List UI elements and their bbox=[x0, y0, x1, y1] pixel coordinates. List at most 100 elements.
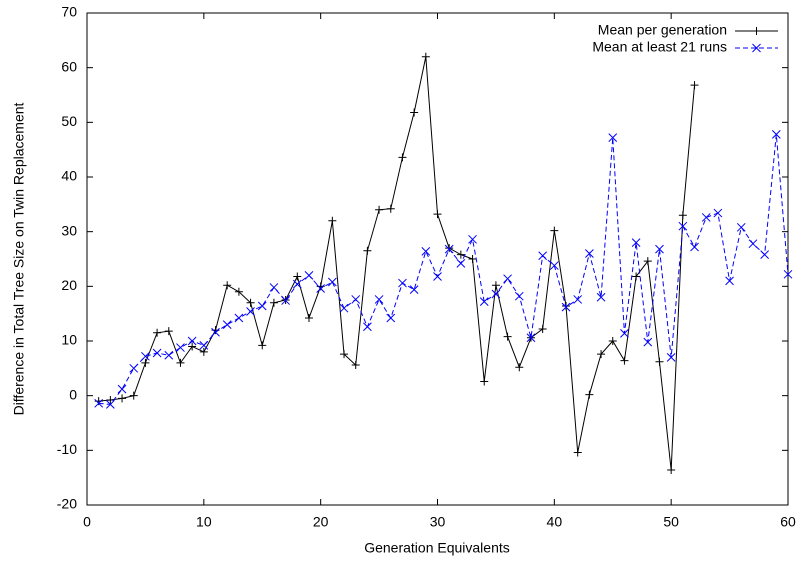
x-tick-label: 0 bbox=[83, 514, 91, 530]
data-point bbox=[433, 272, 442, 281]
data-point bbox=[316, 284, 326, 293]
data-point bbox=[351, 361, 360, 370]
y-tick-label: -10 bbox=[57, 441, 77, 457]
data-point bbox=[479, 297, 489, 306]
data-point bbox=[620, 356, 629, 365]
data-point bbox=[222, 320, 232, 329]
data-point bbox=[444, 244, 454, 254]
data-point bbox=[620, 328, 629, 338]
y-tick-label: -20 bbox=[57, 496, 77, 512]
data-point bbox=[246, 298, 255, 307]
data-point bbox=[117, 384, 127, 394]
data-point bbox=[655, 244, 664, 254]
data-point bbox=[561, 302, 571, 312]
data-point bbox=[655, 357, 664, 366]
data-point bbox=[141, 358, 150, 367]
data-point bbox=[386, 204, 395, 213]
data-point bbox=[304, 271, 314, 280]
series-line bbox=[98, 134, 789, 405]
data-point bbox=[176, 343, 185, 352]
legend-label: Mean per generation bbox=[598, 22, 727, 38]
data-point bbox=[690, 81, 699, 90]
y-tick-label: 10 bbox=[61, 332, 77, 348]
data-point bbox=[340, 350, 349, 359]
data-point bbox=[351, 295, 361, 304]
data-point bbox=[573, 295, 583, 304]
data-point bbox=[152, 348, 162, 358]
data-point bbox=[667, 466, 676, 475]
data-point bbox=[538, 251, 548, 261]
data-point bbox=[234, 313, 244, 323]
y-tick-label: 30 bbox=[61, 222, 77, 238]
data-point bbox=[223, 281, 232, 290]
data-point bbox=[643, 337, 653, 347]
y-tick-label: 40 bbox=[61, 168, 77, 184]
y-axis-label: Difference in Total Tree Size on Twin Re… bbox=[11, 102, 27, 415]
data-point bbox=[690, 242, 699, 252]
data-point bbox=[421, 52, 430, 61]
legend-marker bbox=[752, 43, 761, 53]
data-point bbox=[199, 347, 208, 356]
x-tick-label: 40 bbox=[547, 514, 563, 530]
series-line bbox=[98, 56, 696, 471]
data-point bbox=[293, 272, 302, 281]
data-point bbox=[550, 226, 559, 235]
data-point bbox=[421, 246, 431, 256]
data-point bbox=[398, 153, 407, 162]
data-point bbox=[433, 210, 442, 219]
data-point bbox=[549, 261, 559, 270]
data-point bbox=[596, 292, 606, 302]
data-point bbox=[118, 394, 127, 403]
data-point bbox=[491, 289, 501, 299]
data-point bbox=[363, 246, 372, 255]
data-point bbox=[176, 358, 185, 367]
legend-marker bbox=[752, 27, 761, 35]
x-axis-label: Generation Equivalents bbox=[364, 540, 510, 556]
data-point bbox=[409, 285, 419, 294]
x-tick-label: 20 bbox=[313, 514, 329, 530]
data-point bbox=[269, 298, 278, 307]
data-point bbox=[141, 351, 150, 361]
data-point bbox=[304, 314, 313, 323]
data-point bbox=[678, 211, 687, 220]
data-point bbox=[258, 341, 267, 350]
data-point bbox=[374, 295, 384, 304]
data-point bbox=[106, 400, 115, 409]
data-point bbox=[410, 108, 419, 117]
data-point bbox=[503, 274, 512, 284]
data-point bbox=[386, 313, 396, 323]
data-point bbox=[597, 350, 606, 359]
data-point bbox=[199, 341, 209, 350]
data-point bbox=[666, 353, 676, 362]
x-tick-label: 50 bbox=[663, 514, 679, 530]
data-point bbox=[503, 332, 512, 341]
data-point bbox=[480, 377, 489, 386]
data-point bbox=[257, 301, 267, 311]
data-point bbox=[234, 287, 243, 296]
data-point bbox=[643, 257, 652, 266]
data-point bbox=[456, 259, 466, 268]
data-point bbox=[164, 350, 174, 360]
data-point bbox=[713, 208, 723, 218]
data-point bbox=[129, 363, 139, 373]
data-point bbox=[106, 396, 115, 405]
data-point bbox=[515, 363, 524, 372]
data-point bbox=[375, 205, 384, 214]
x-tick-label: 10 bbox=[196, 514, 212, 530]
data-point bbox=[328, 216, 337, 225]
data-point bbox=[526, 333, 536, 343]
data-point bbox=[678, 221, 688, 231]
data-point bbox=[269, 283, 279, 292]
data-point bbox=[748, 239, 758, 249]
data-point bbox=[153, 328, 162, 337]
data-point bbox=[783, 269, 793, 279]
x-tick-label: 30 bbox=[430, 514, 446, 530]
data-point bbox=[608, 337, 617, 345]
data-point bbox=[491, 281, 500, 290]
data-point bbox=[281, 296, 290, 305]
data-point bbox=[94, 398, 104, 408]
legend-label: Mean at least 21 runs bbox=[592, 39, 727, 55]
data-point bbox=[771, 130, 781, 139]
y-tick-label: 70 bbox=[61, 4, 77, 20]
data-point bbox=[327, 277, 337, 287]
